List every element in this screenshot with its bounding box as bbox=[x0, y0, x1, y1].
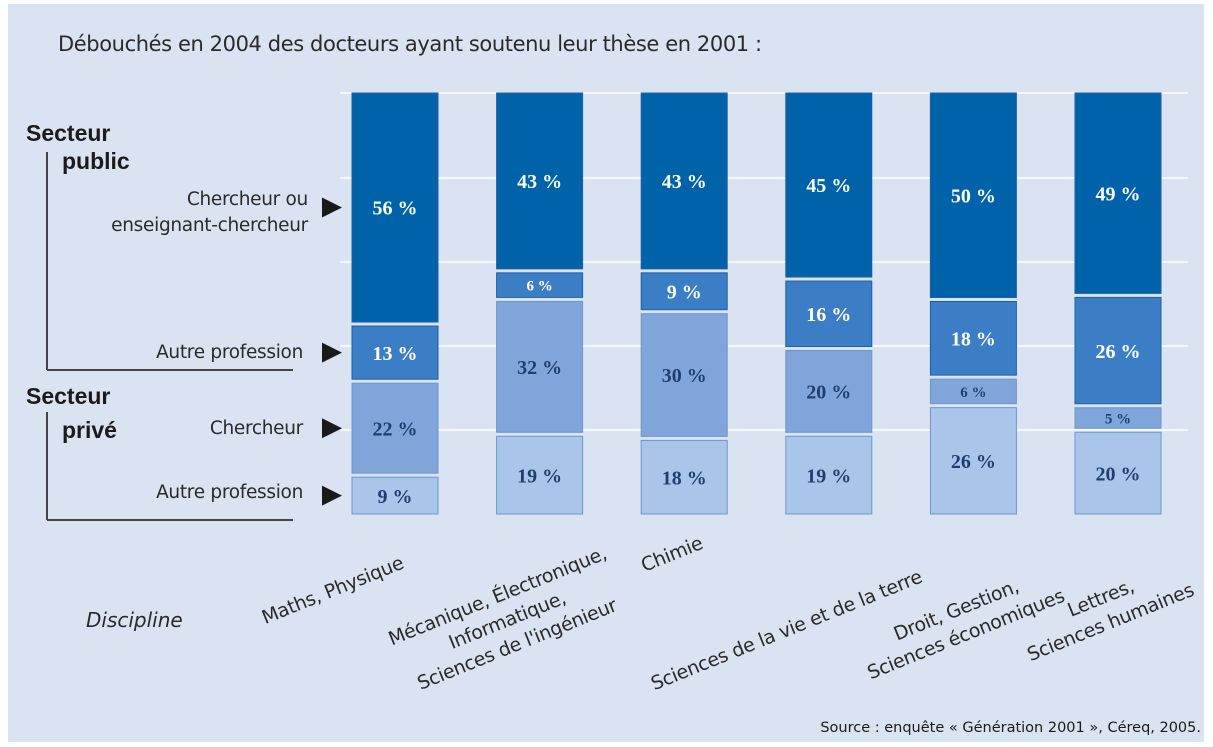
row-label-public-research-line1: Chercheur ou bbox=[186, 189, 308, 210]
sector-prive-line1: Secteur bbox=[26, 383, 111, 409]
bar-segment-c5-s3 bbox=[1074, 92, 1162, 294]
bar-segment-c5-s0 bbox=[1074, 431, 1162, 515]
bar-segment-c0-s1 bbox=[351, 382, 439, 474]
sector-public-line1: Secteur bbox=[26, 120, 111, 146]
sector-public-line2: public bbox=[62, 148, 130, 174]
row-arrow-private-research-icon bbox=[322, 418, 342, 439]
value-label-c0-s3: 56 % bbox=[373, 198, 418, 220]
value-label-c0-s0: 9 % bbox=[378, 486, 413, 508]
bar-segment-c5-s1 bbox=[1074, 407, 1162, 429]
row-arrow-public-other-icon bbox=[322, 342, 342, 363]
chart-title: Débouchés en 2004 des docteurs ayant sou… bbox=[58, 32, 762, 56]
value-label-c5-s3: 49 % bbox=[1096, 183, 1141, 205]
chart-value-labels: 9 % 22 % 13 % 56 % 19 % 32 % 6 % 43 % 18 % 30 % 9 … bbox=[373, 171, 1141, 508]
value-label-c5-s1: 5 % bbox=[1105, 411, 1131, 427]
value-label-c0-s1: 22 % bbox=[373, 418, 418, 440]
category-label-0-line-0: Maths, Physique bbox=[259, 552, 407, 629]
bar-segment-c0-s0 bbox=[351, 476, 439, 515]
category-label-2-line-0: Chimie bbox=[638, 532, 706, 576]
bar-segment-c4-s0 bbox=[929, 407, 1017, 515]
row-arrows bbox=[322, 197, 342, 506]
row-label-private-other: Autre profession bbox=[156, 482, 303, 503]
bar-segment-c5-s2 bbox=[1074, 296, 1162, 405]
value-label-c1-s2: 6 % bbox=[526, 279, 552, 295]
bar-segment-c1-s1 bbox=[496, 300, 584, 433]
value-label-c5-s2: 26 % bbox=[1096, 341, 1141, 363]
bar-segment-c2-s3 bbox=[640, 92, 728, 270]
bar-segment-c0-s2 bbox=[351, 325, 439, 380]
value-label-c3-s2: 16 % bbox=[806, 304, 851, 326]
sector-prive-label: Secteur privé bbox=[26, 384, 117, 442]
chart-bars bbox=[351, 92, 1162, 515]
x-axis-label: Discipline bbox=[86, 608, 183, 632]
row-label-private-research: Chercheur bbox=[209, 418, 303, 439]
value-label-c2-s3: 43 % bbox=[662, 171, 707, 193]
bar-segment-c2-s1 bbox=[640, 313, 728, 437]
chart-gridlines bbox=[340, 92, 1188, 431]
bar-segment-c4-s2 bbox=[929, 301, 1017, 376]
bar-segment-c3-s2 bbox=[785, 280, 873, 347]
bar-segment-c3-s3 bbox=[785, 92, 873, 278]
bar-segment-c2-s2 bbox=[640, 272, 728, 311]
value-label-c3-s1: 20 % bbox=[806, 382, 851, 404]
bar-segment-c1-s2 bbox=[496, 272, 584, 298]
sector-prive-line2: privé bbox=[62, 417, 117, 443]
bar-segment-c0-s3 bbox=[351, 92, 439, 323]
row-label-public-research-line2: enseignant-chercheur bbox=[111, 215, 308, 236]
bar-segment-c4-s3 bbox=[929, 92, 1017, 298]
sector-brackets bbox=[46, 152, 293, 521]
bar-segment-c3-s1 bbox=[785, 349, 873, 433]
value-label-c1-s1: 32 % bbox=[517, 357, 562, 379]
row-arrow-public-research-icon bbox=[322, 197, 342, 218]
bar-segment-c2-s0 bbox=[640, 439, 728, 515]
value-label-c5-s0: 20 % bbox=[1096, 463, 1141, 485]
value-label-c4-s3: 50 % bbox=[951, 185, 996, 207]
bar-segment-c3-s0 bbox=[785, 435, 873, 515]
source-note: Source : enquête « Génération 2001 », Cé… bbox=[820, 720, 1201, 736]
value-label-c4-s1: 6 % bbox=[960, 385, 986, 401]
value-label-c1-s3: 43 % bbox=[517, 171, 562, 193]
sector-public-label: Secteur public bbox=[26, 121, 130, 173]
value-label-c0-s2: 13 % bbox=[373, 343, 418, 365]
category-label-2: Chimie bbox=[638, 532, 706, 576]
row-arrow-private-other-icon bbox=[322, 485, 342, 506]
value-label-c2-s2: 9 % bbox=[667, 281, 702, 303]
bar-segment-c1-s0 bbox=[496, 435, 584, 515]
value-label-c4-s2: 18 % bbox=[951, 329, 996, 351]
value-label-c1-s0: 19 % bbox=[517, 465, 562, 487]
category-label-0: Maths, Physique bbox=[259, 552, 407, 629]
value-label-c2-s1: 30 % bbox=[662, 365, 707, 387]
bar-segment-c1-s3 bbox=[496, 92, 584, 270]
value-label-c2-s0: 18 % bbox=[662, 467, 707, 489]
bar-segment-c4-s1 bbox=[929, 378, 1017, 405]
row-label-public-research: Chercheur ou enseignant-chercheur bbox=[111, 187, 308, 239]
row-label-public-other: Autre profession bbox=[156, 342, 303, 363]
category-label-1: Mécanique, Électronique,Informatique,Sci… bbox=[385, 542, 620, 695]
value-label-c3-s3: 45 % bbox=[806, 175, 851, 197]
value-label-c3-s0: 19 % bbox=[806, 465, 851, 487]
value-label-c4-s0: 26 % bbox=[951, 451, 996, 473]
